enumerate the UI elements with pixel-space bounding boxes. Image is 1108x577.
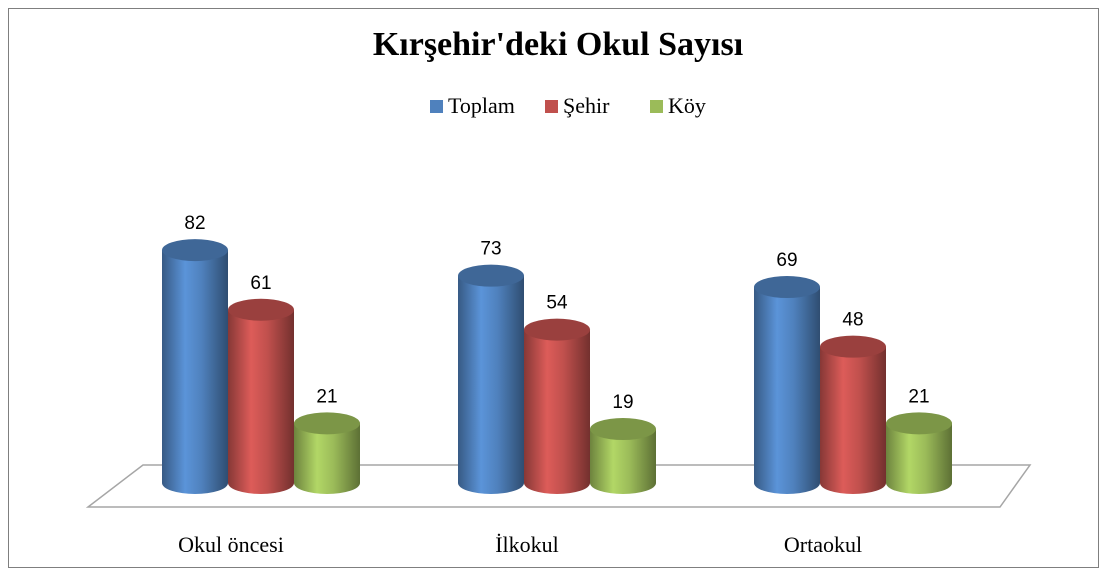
legend-label: Toplam — [448, 93, 515, 118]
legend-label: Köy — [668, 93, 706, 118]
data-label: 19 — [612, 392, 633, 413]
bar-body — [820, 346, 886, 494]
bar-body — [886, 423, 952, 494]
bar — [294, 412, 360, 494]
bar-top — [294, 412, 360, 435]
bar — [162, 239, 228, 494]
data-label: 69 — [776, 250, 797, 271]
bar-top — [590, 418, 656, 441]
bar-body — [524, 329, 590, 494]
bar — [590, 418, 656, 494]
legend-swatch — [545, 100, 558, 113]
bar — [754, 276, 820, 494]
bar — [820, 335, 886, 494]
bar-top — [524, 318, 590, 341]
data-label: 48 — [842, 310, 863, 331]
chart-title: Kırşehir'deki Okul Sayısı — [373, 26, 743, 63]
bar — [228, 298, 294, 494]
bar-top — [458, 264, 524, 287]
bar — [886, 412, 952, 494]
bar — [524, 318, 590, 494]
data-label: 73 — [480, 239, 501, 260]
bar-top — [228, 298, 294, 321]
bar-body — [294, 423, 360, 494]
data-label: 61 — [250, 273, 271, 294]
bar-body — [228, 309, 294, 494]
bar-top — [886, 412, 952, 435]
x-tick-label: Okul öncesi — [178, 532, 284, 557]
bar-body — [754, 287, 820, 494]
data-label: 54 — [546, 293, 568, 314]
data-label: 21 — [316, 386, 337, 407]
legend-swatch — [650, 100, 663, 113]
data-label: 21 — [908, 386, 929, 407]
bar — [458, 264, 524, 494]
bar-body — [162, 250, 228, 494]
x-tick-label: İlkokul — [495, 532, 559, 557]
bar-top — [754, 276, 820, 299]
bar-top — [162, 239, 228, 262]
data-label: 82 — [184, 213, 205, 234]
bar-top — [820, 335, 886, 358]
x-tick-label: Ortaokul — [784, 532, 862, 557]
bar-body — [590, 429, 656, 494]
bar-body — [458, 275, 524, 494]
legend-label: Şehir — [563, 93, 610, 118]
legend-swatch — [430, 100, 443, 113]
